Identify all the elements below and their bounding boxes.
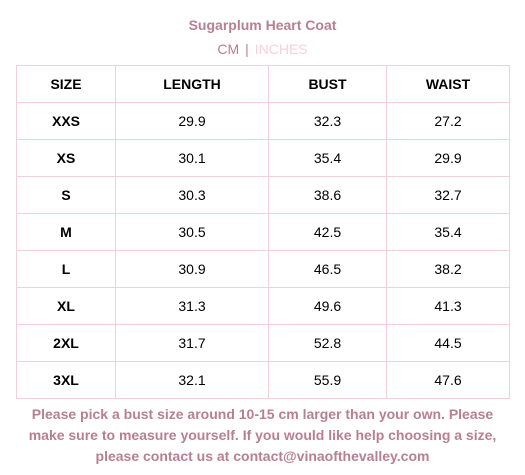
length-cell: 29.9	[115, 102, 269, 140]
product-title: Sugarplum Heart Coat	[188, 17, 337, 33]
header-waist: WAIST	[386, 65, 510, 103]
waist-cell: 41.3	[386, 287, 510, 325]
length-cell: 30.9	[115, 250, 269, 288]
size-advice-note: Please pick a bust size around 10-15 cm …	[12, 404, 513, 467]
waist-cell: 29.9	[386, 139, 510, 177]
table-row: XL 31.3 49.6 41.3	[16, 287, 510, 325]
table-header-row: SIZE LENGTH BUST WAIST	[16, 65, 510, 103]
table-row: 3XL 32.1 55.9 47.6	[16, 361, 510, 399]
waist-cell: 35.4	[386, 213, 510, 251]
waist-cell: 44.5	[386, 324, 510, 362]
waist-cell: 38.2	[386, 250, 510, 288]
note-line: Please pick a bust size around 10-15 cm …	[31, 406, 494, 422]
note-line: please contact us at contact@vinaoftheva…	[95, 448, 430, 464]
header-length: LENGTH	[115, 65, 269, 103]
bust-cell: 35.4	[268, 139, 387, 177]
size-cell: 3XL	[16, 361, 116, 399]
length-cell: 30.5	[115, 213, 269, 251]
bust-cell: 32.3	[268, 102, 387, 140]
table-row: XXS 29.9 32.3 27.2	[16, 102, 510, 140]
header-bust: BUST	[268, 65, 387, 103]
size-cell: S	[16, 176, 116, 214]
size-cell: 2XL	[16, 324, 116, 362]
size-cell: L	[16, 250, 116, 288]
bust-cell: 55.9	[268, 361, 387, 399]
size-cell: XXS	[16, 102, 116, 140]
waist-cell: 47.6	[386, 361, 510, 399]
table-row: S 30.3 38.6 32.7	[16, 176, 510, 214]
table-row: L 30.9 46.5 38.2	[16, 250, 510, 288]
table-row: M 30.5 42.5 35.4	[16, 213, 510, 251]
length-cell: 30.1	[115, 139, 269, 177]
bust-cell: 38.6	[268, 176, 387, 214]
unit-separator: |	[245, 41, 249, 57]
length-cell: 31.3	[115, 287, 269, 325]
table-row: XS 30.1 35.4 29.9	[16, 139, 510, 177]
length-cell: 32.1	[115, 361, 269, 399]
size-cell: M	[16, 213, 116, 251]
waist-cell: 32.7	[386, 176, 510, 214]
table-row: 2XL 31.7 52.8 44.5	[16, 324, 510, 362]
length-cell: 30.3	[115, 176, 269, 214]
unit-toggle: CM | INCHES	[0, 41, 525, 57]
waist-cell: 27.2	[386, 102, 510, 140]
size-chart-table: SIZE LENGTH BUST WAIST XXS 29.9 32.3 27.…	[16, 65, 510, 399]
bust-cell: 46.5	[268, 250, 387, 288]
size-cell: XS	[16, 139, 116, 177]
note-line: make sure to measure yourself. If you wo…	[28, 427, 497, 443]
header-size: SIZE	[16, 65, 116, 103]
bust-cell: 42.5	[268, 213, 387, 251]
unit-inches-button[interactable]: INCHES	[254, 41, 308, 57]
length-cell: 31.7	[115, 324, 269, 362]
unit-cm-button[interactable]: CM	[217, 41, 240, 57]
bust-cell: 52.8	[268, 324, 387, 362]
size-cell: XL	[16, 287, 116, 325]
bust-cell: 49.6	[268, 287, 387, 325]
